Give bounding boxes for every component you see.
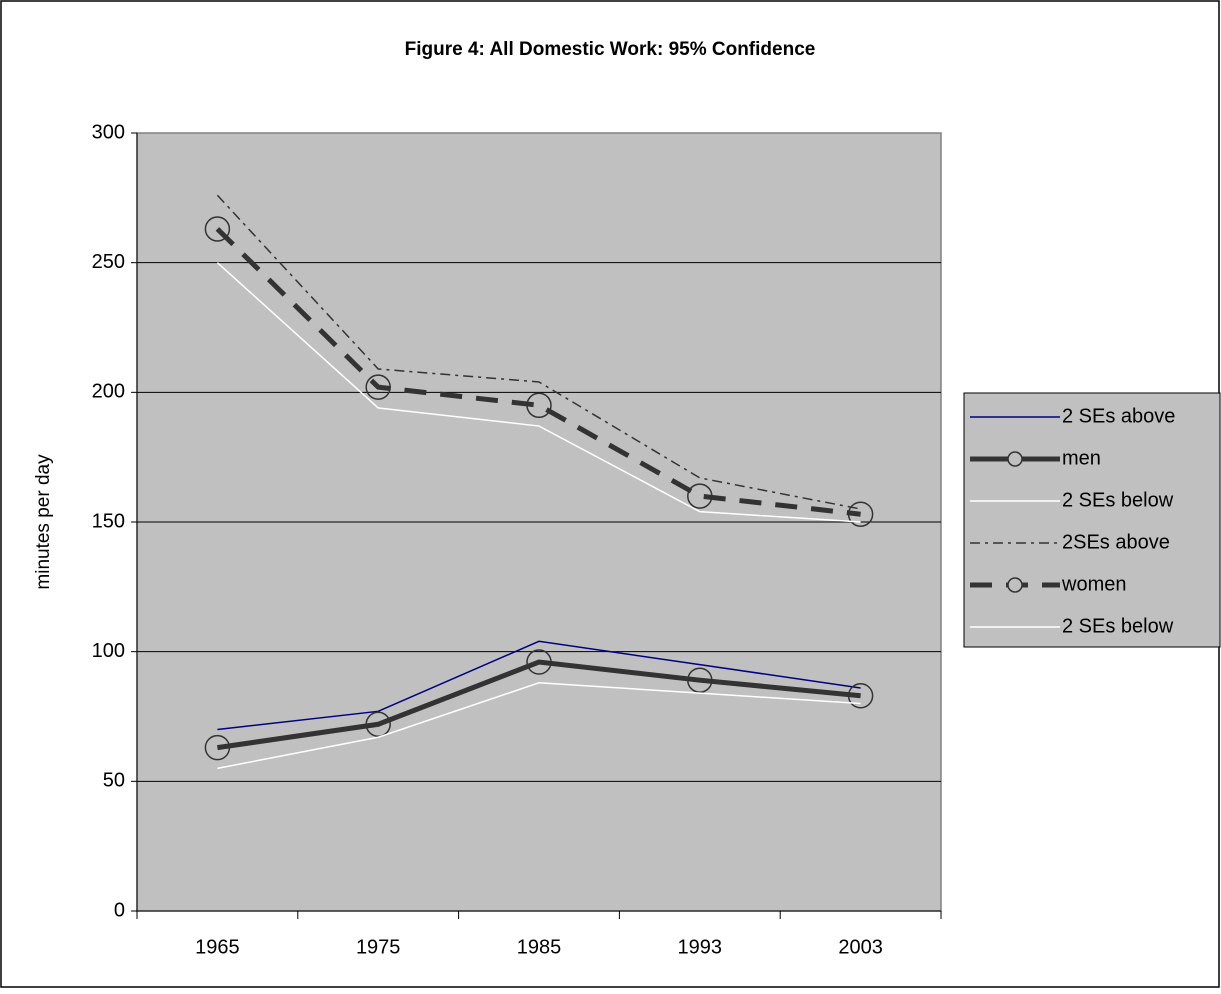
legend-label: 2 SEs above (1062, 405, 1175, 427)
series-marker (204, 734, 231, 761)
legend-marker (1007, 451, 1023, 467)
x-tick-label: 1975 (356, 936, 401, 958)
series-marker (365, 374, 391, 400)
series-marker (687, 667, 713, 693)
series-line (217, 659, 861, 751)
legend-marker (1007, 577, 1023, 593)
x-tick-label: 1965 (195, 936, 240, 958)
legend-label: 2 SEs below (1062, 615, 1174, 637)
legend-label: women (1061, 573, 1126, 595)
series-line (216, 262, 861, 523)
x-tick-label: 2003 (838, 936, 883, 958)
series-marker (526, 649, 552, 675)
legend-label: men (1062, 447, 1101, 469)
series-marker (526, 392, 552, 419)
series-marker (687, 483, 713, 509)
series-marker (847, 501, 874, 527)
x-tick-label: 1985 (517, 936, 562, 958)
y-tick-label: 300 (92, 121, 125, 143)
series-marker (204, 216, 231, 242)
y-tick-label: 50 (103, 770, 125, 792)
series-marker (365, 711, 391, 738)
legend-label: 2 SEs below (1062, 489, 1174, 511)
y-tick-label: 250 (92, 251, 125, 273)
chart-title: Figure 4: All Domestic Work: 95% Confide… (405, 39, 816, 60)
y-tick-label: 150 (92, 510, 125, 532)
legend-box (963, 392, 1221, 648)
series-line (215, 227, 861, 517)
y-tick-label: 0 (114, 899, 125, 921)
series-line (217, 682, 861, 770)
series-line (217, 640, 861, 731)
series-line (216, 194, 861, 510)
series-marker (847, 683, 874, 709)
y-axis-label: minutes per day (33, 454, 54, 590)
x-tick-label: 1993 (678, 936, 723, 958)
y-tick-label: 100 (92, 640, 125, 662)
y-tick-label: 200 (92, 381, 125, 403)
legend-label: 2SEs above (1062, 531, 1170, 553)
